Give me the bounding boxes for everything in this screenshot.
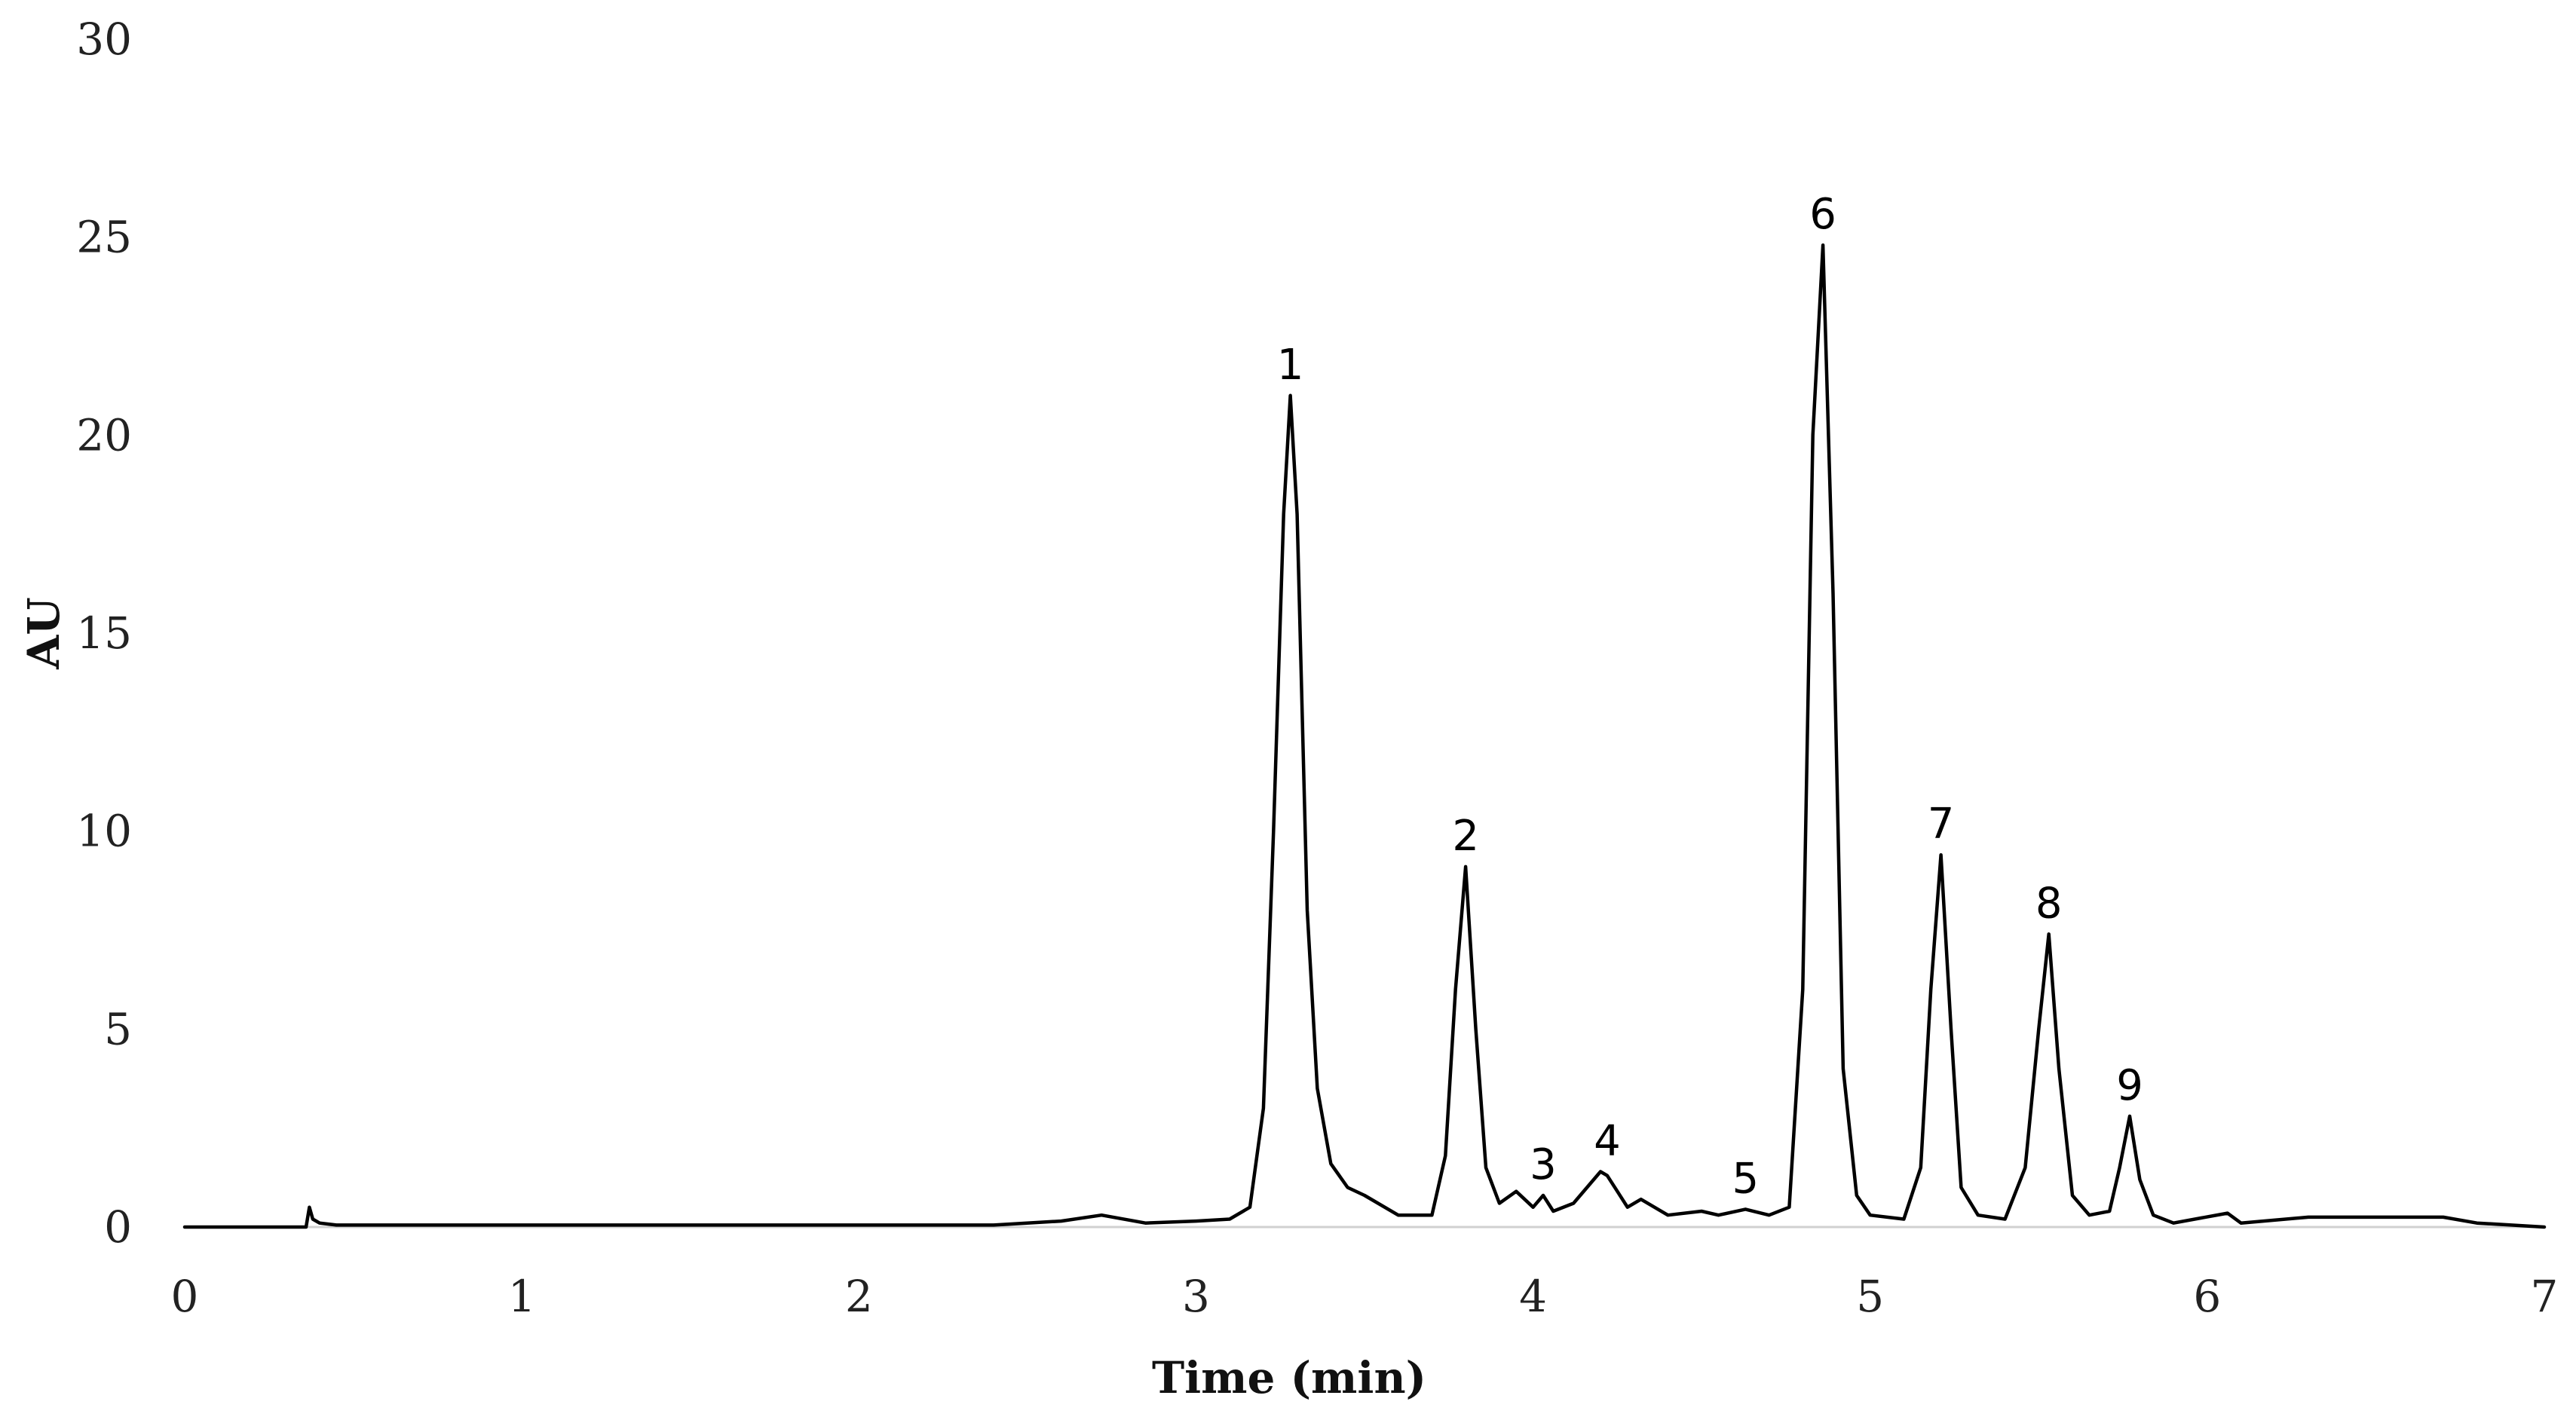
x-tick-label: 5	[1856, 1271, 1884, 1322]
y-axis-ticks: 0 5 10 15 20 25 30	[76, 14, 132, 1253]
peak-label-5: 5	[1732, 1154, 1759, 1203]
peak-labels: 1 2 3 4 5 6 7 8 9	[1277, 190, 2143, 1203]
y-tick-label: 20	[76, 409, 132, 461]
x-axis-ticks: 0 1 2 3 4 5 6 7	[171, 1271, 2559, 1322]
y-tick-label: 5	[104, 1003, 132, 1054]
y-tick-label: 25	[76, 212, 132, 263]
x-tick-label: 2	[845, 1271, 873, 1322]
peak-label-9: 9	[2116, 1061, 2143, 1110]
y-tick-label: 15	[76, 607, 132, 659]
peak-label-1: 1	[1277, 341, 1304, 390]
x-axis-title: Time (min)	[1152, 1352, 1426, 1403]
y-tick-label: 0	[104, 1201, 132, 1253]
peak-label-2: 2	[1452, 812, 1479, 861]
chromatogram-trace	[182, 243, 2547, 1229]
peak-label-6: 6	[1809, 190, 1836, 239]
x-tick-label: 3	[1182, 1271, 1210, 1322]
y-axis-title: AU	[18, 597, 69, 670]
x-tick-label: 7	[2531, 1271, 2559, 1322]
peak-label-7: 7	[1928, 800, 1955, 849]
peak-label-8: 8	[2035, 879, 2063, 928]
x-tick-label: 0	[171, 1271, 199, 1322]
peak-label-4: 4	[1594, 1116, 1621, 1165]
y-tick-label: 30	[76, 14, 132, 65]
x-tick-label: 6	[2193, 1271, 2221, 1322]
x-tick-label: 4	[1519, 1271, 1547, 1322]
x-tick-label: 1	[508, 1271, 536, 1322]
peak-label-3: 3	[1530, 1140, 1557, 1189]
y-tick-label: 10	[76, 806, 132, 857]
